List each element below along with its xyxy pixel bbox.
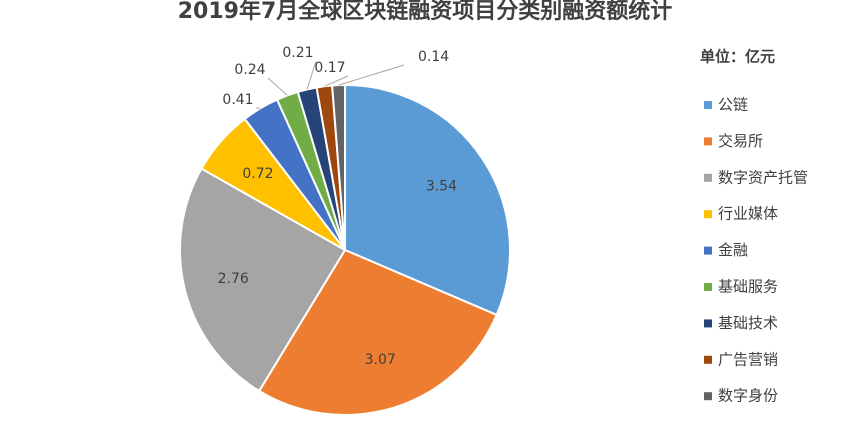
- pie-slice: [179, 167, 347, 393]
- legend-label: 交易所: [718, 132, 763, 150]
- data-label: 0.72: [242, 166, 273, 182]
- legend-label: 数字资产托管: [718, 168, 808, 186]
- leader-line: [306, 60, 317, 90]
- leader-line: [338, 64, 405, 86]
- legend-label: 数字身份: [718, 387, 778, 405]
- legend-swatch: [704, 355, 712, 364]
- legend-swatch: [704, 283, 712, 291]
- pie-slice: [331, 83, 346, 251]
- data-label: 2.76: [218, 271, 249, 287]
- legend-swatch: [704, 392, 712, 401]
- legend-label: 金融: [718, 241, 748, 259]
- legend-swatch: [704, 319, 712, 328]
- data-label: 3.07: [365, 352, 396, 368]
- leader-line: [267, 77, 288, 96]
- legend-label: 公链: [718, 96, 748, 114]
- data-label: 0.41: [222, 92, 253, 108]
- data-label: 0.17: [314, 60, 345, 76]
- data-label: 3.54: [426, 178, 457, 194]
- legend-label: 基础技术: [718, 314, 778, 332]
- chart-title: 2019年7月全球区块链融资项目分类别融资额统计: [178, 0, 673, 24]
- legend-swatch: [704, 137, 712, 146]
- pie-slice: [257, 248, 498, 416]
- legend-label: 行业媒体: [718, 205, 778, 223]
- data-label: 0.21: [282, 45, 313, 61]
- legend-label: 基础服务: [718, 278, 778, 296]
- data-label: 0.14: [418, 49, 449, 65]
- leader-line: [324, 75, 349, 87]
- legend-swatch: [704, 210, 712, 219]
- legend-swatch: [704, 246, 712, 255]
- legend-label: 广告营销: [718, 350, 778, 368]
- legend-swatch: [704, 173, 712, 182]
- pie-slice: [344, 83, 511, 317]
- legend-swatch: [704, 101, 712, 109]
- unit-note: 单位：亿元: [700, 48, 775, 66]
- data-label: 0.24: [234, 62, 265, 78]
